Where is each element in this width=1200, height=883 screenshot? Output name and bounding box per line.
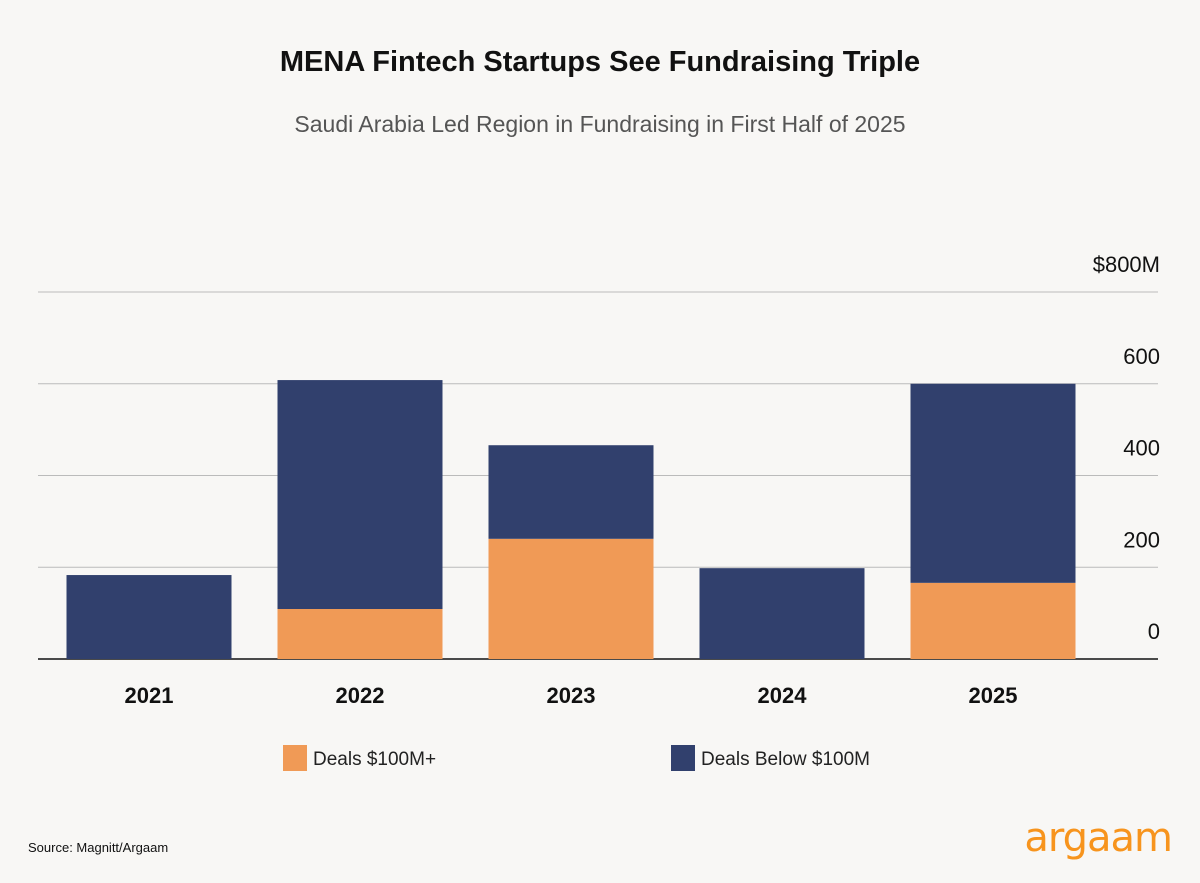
legend-label: Deals Below $100M xyxy=(701,749,870,770)
source-note: Source: Magnitt/Argaam xyxy=(28,840,168,855)
x-tick-label: 2025 xyxy=(969,683,1018,708)
argaam-logo: argaam xyxy=(1024,815,1172,861)
y-tick-label: 200 xyxy=(1123,527,1160,552)
bar-2024-deals-below-100m xyxy=(699,568,865,659)
y-tick-label: 0 xyxy=(1148,619,1160,644)
bar-2025-deals-below-100m xyxy=(910,383,1076,583)
bar-2023-deals-100m-plus xyxy=(488,538,654,659)
y-tick-label: 600 xyxy=(1123,344,1160,369)
x-tick-label: 2021 xyxy=(125,683,174,708)
y-tick-label: 400 xyxy=(1123,436,1160,461)
bar-2021-deals-below-100m xyxy=(66,575,232,659)
x-tick-label: 2024 xyxy=(758,683,808,708)
bar-2025-deals-100m-plus xyxy=(910,582,1076,659)
x-tick-label: 2022 xyxy=(336,683,385,708)
legend-label: Deals $100M+ xyxy=(313,749,436,770)
bar-2023-deals-below-100m xyxy=(488,445,654,539)
bar-2022-deals-100m-plus xyxy=(277,608,443,659)
chart-subtitle: Saudi Arabia Led Region in Fundraising i… xyxy=(294,111,905,137)
chart-title: MENA Fintech Startups See Fundraising Tr… xyxy=(280,46,920,78)
x-tick-label: 2023 xyxy=(547,683,596,708)
legend-swatch xyxy=(671,745,695,771)
legend-swatch xyxy=(283,745,307,771)
y-tick-label: $800M xyxy=(1093,252,1160,277)
bar-2022-deals-below-100m xyxy=(277,380,443,609)
